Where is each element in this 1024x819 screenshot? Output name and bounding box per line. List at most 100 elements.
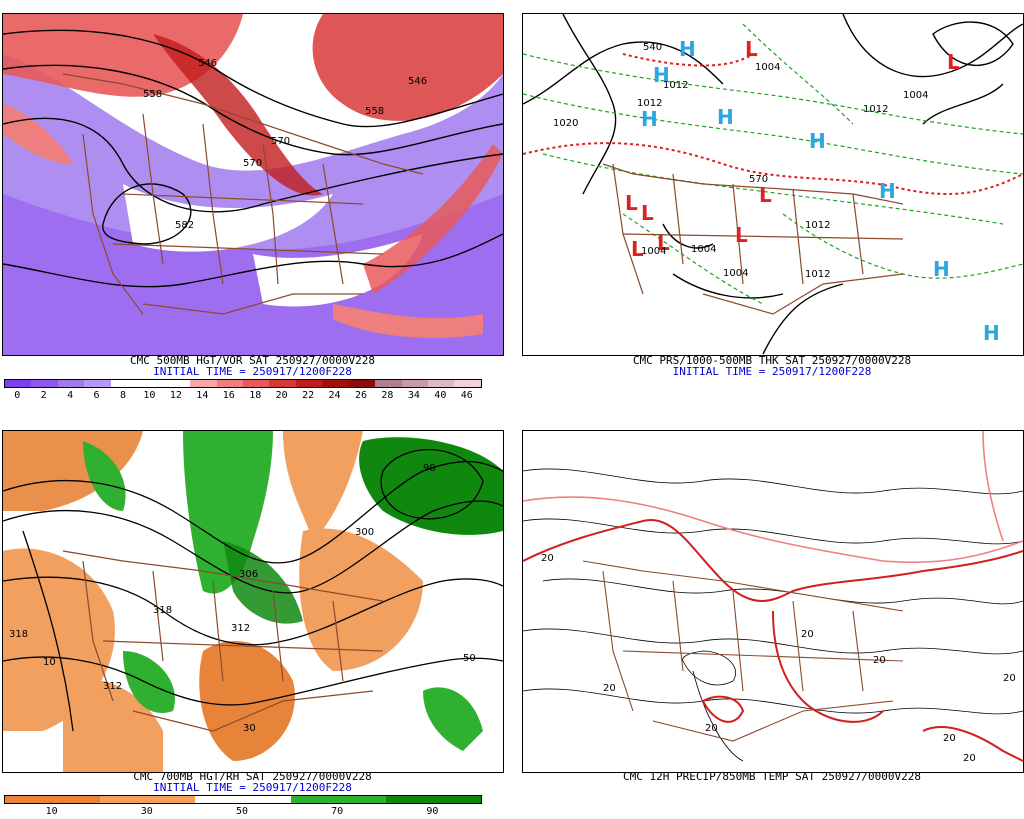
- colorbar-tick-label: 26: [354, 390, 368, 401]
- colorbar-tick-label: 2: [40, 390, 47, 401]
- low-pressure-marker: L: [735, 223, 748, 247]
- caption-title: CMC 700MB HGT/RH SAT 250927/0000V228: [133, 770, 372, 783]
- isotherm-label: 20: [943, 733, 956, 744]
- colorbar-swatch: [110, 380, 138, 387]
- high-pressure-marker: H: [679, 37, 696, 61]
- isobar-label: 1012: [637, 98, 662, 109]
- colorbar-swatch: [242, 380, 270, 387]
- colorbar-tick-label: 14: [196, 390, 209, 401]
- colorbar-tick-label: 8: [119, 390, 127, 401]
- map-700mb-humidity: 318 312 306 300 312 318 50 10 30 90: [2, 430, 504, 773]
- panel-700mb-hgt-rh: 318 312 306 300 312 318 50 10 30 90 CMC …: [0, 420, 505, 819]
- colorbar-tick-label: 20: [275, 390, 288, 401]
- contour-label: 318: [9, 629, 28, 640]
- colorbar-tick-label: 24: [328, 390, 341, 401]
- colorbar-tick-label: 46: [460, 390, 473, 401]
- high-pressure-marker: H: [641, 107, 658, 131]
- colorbar-swatch: [216, 380, 243, 387]
- rh-label: 50: [463, 653, 476, 664]
- caption-init-time: INITIAL TIME = 250917/1200F228: [672, 365, 872, 378]
- colorbar-tick-label: 18: [249, 390, 262, 401]
- caption-init-time: INITIAL TIME = 250917/1200F228: [153, 781, 352, 794]
- caption-title: CMC 12H PRECIP/850MB TEMP SAT 250927/000…: [622, 770, 921, 783]
- thickness-label: 540: [643, 42, 662, 53]
- colorbar-swatch: [190, 380, 217, 387]
- colorbar-tick-label: 50: [235, 806, 249, 817]
- high-pressure-marker: H: [983, 321, 1000, 345]
- isobar-label: 1004: [723, 268, 748, 279]
- isotherm-label: 20: [1003, 673, 1016, 684]
- contour-label: 570: [271, 136, 290, 147]
- colorbar-tick-label: 10: [45, 806, 58, 817]
- isobar-label: 1004: [691, 244, 716, 255]
- caption-title: CMC 500MB HGT/VOR SAT 250927/0000V228: [129, 354, 376, 367]
- isotherm-label: 20: [963, 753, 976, 764]
- low-pressure-marker: L: [625, 191, 638, 215]
- map-sea-level-pressure: H H H H H H H H L L L L L L L L 1012 100…: [522, 13, 1024, 356]
- colorbar-swatch: [385, 796, 482, 803]
- contour-label: 546: [198, 58, 217, 69]
- colorbar-swatch: [295, 380, 323, 387]
- rh-label: 10: [43, 657, 56, 668]
- colorbar-swatch: [5, 796, 101, 803]
- low-pressure-marker: L: [641, 201, 654, 225]
- colorbar-tick-label: 6: [93, 390, 100, 401]
- isotherm-label: 20: [541, 553, 554, 564]
- colorbar-swatch: [428, 380, 455, 387]
- isobar-label: 1020: [553, 118, 578, 129]
- contour-label: 318: [153, 605, 172, 616]
- isotherm-label: 20: [801, 629, 814, 640]
- isotherm-label: 20: [873, 655, 886, 666]
- colorbar-tick-label: 4: [67, 390, 74, 401]
- colorbar-swatch: [454, 380, 481, 387]
- colorbar-tick-label: 12: [169, 390, 182, 401]
- contour-label: 558: [143, 89, 162, 100]
- low-pressure-marker: L: [759, 183, 772, 207]
- low-pressure-marker: L: [631, 237, 644, 261]
- colorbar-tick-label: 70: [331, 806, 344, 817]
- colorbar-swatch: [5, 380, 32, 387]
- contour-label: 312: [231, 623, 250, 634]
- panel-500mb-hgt-vor: 546 558 570 582 558 546 570 CMC 500MB HG…: [0, 0, 505, 410]
- rh-label: 90: [423, 463, 436, 474]
- isobar-label: 1012: [663, 80, 688, 91]
- colorbar-tick-label: 30: [140, 806, 153, 817]
- caption-title: CMC PRS/1000-500MB THK SAT 250927/0000V2…: [632, 354, 912, 367]
- isotherm-label: 20: [705, 723, 718, 734]
- map-500mb-vorticity: 546 558 570 582 558 546 570: [2, 13, 504, 356]
- thickness-label: 570: [749, 174, 768, 185]
- colorbar-vorticity: [4, 379, 482, 388]
- colorbar-swatch: [269, 380, 296, 387]
- colorbar-relative-humidity: [4, 795, 482, 804]
- panel-pressure-thickness: H H H H H H H H L L L L L L L L 1012 100…: [520, 0, 1024, 410]
- contour-label: 312: [103, 681, 122, 692]
- contour-label: 546: [408, 76, 427, 87]
- isotherm-label: 20: [603, 683, 616, 694]
- low-pressure-marker: L: [745, 37, 758, 61]
- isobar-label: 1004: [755, 62, 780, 73]
- colorbar-tick-label: 90: [426, 806, 439, 817]
- high-pressure-marker: H: [717, 105, 734, 129]
- isobar-label: 1012: [805, 269, 830, 280]
- colorbar-tick-label: 34: [407, 390, 420, 401]
- isobar-label: 1004: [903, 90, 928, 101]
- colorbar-tick-label: 22: [302, 390, 315, 401]
- colorbar-swatch: [322, 380, 349, 387]
- colorbar-swatch: [84, 380, 111, 387]
- colorbar-ticks: 0 2 4 6 8 10 12 14 16 18 20 22 24 26 28 34 40 46: [4, 390, 480, 402]
- colorbar-swatch: [163, 380, 191, 387]
- colorbar-swatch: [195, 796, 291, 803]
- high-pressure-marker: H: [653, 63, 670, 87]
- map-precip-temperature: 20 20 20 20 20 20 20 20: [522, 430, 1024, 773]
- high-pressure-marker: H: [933, 257, 950, 281]
- low-pressure-marker: L: [657, 231, 670, 255]
- contour-label: 582: [175, 220, 194, 231]
- rh-label: 30: [243, 723, 256, 734]
- caption-init-time: INITIAL TIME = 250917/1200F228: [153, 365, 352, 378]
- panel-precip-850mb-temp: 20 20 20 20 20 20 20 20 CMC 12H PRECIP/8…: [520, 420, 1024, 819]
- colorbar-ticks: 10 30 50 70 90: [4, 806, 480, 818]
- contour-label: 558: [365, 106, 384, 117]
- isobar-label: 1012: [805, 220, 830, 231]
- colorbar-swatch: [137, 380, 164, 387]
- colorbar-tick-label: 10: [143, 390, 156, 401]
